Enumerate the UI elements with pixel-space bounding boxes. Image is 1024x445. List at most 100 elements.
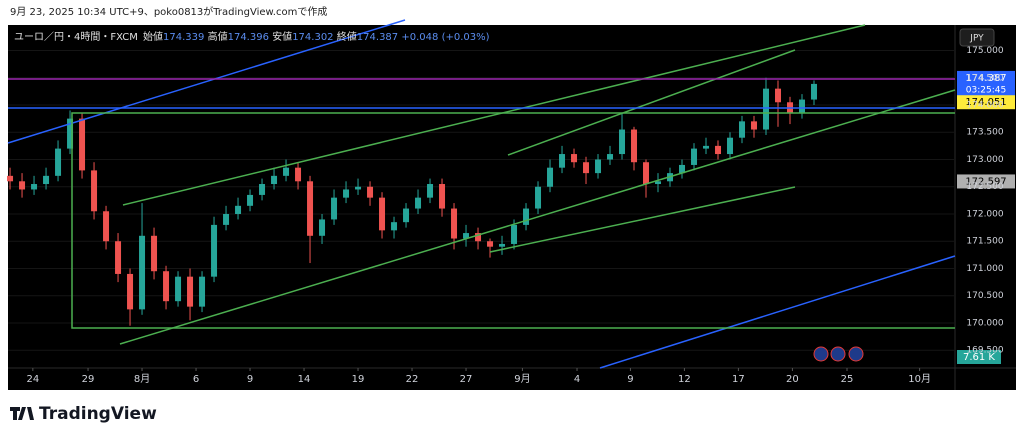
candle-body — [811, 83, 818, 100]
x-tick-label: 9 — [627, 374, 633, 385]
ohlc-label: 終値 — [337, 30, 357, 43]
ohlc-value: 174.339 — [163, 32, 204, 43]
candle-body — [547, 167, 554, 187]
price-labels: 174.387 03:25:45 174.051 172.597 7.61 K — [957, 70, 1015, 364]
candle-body — [595, 159, 602, 174]
candle-body — [103, 211, 110, 242]
candle-body — [703, 145, 710, 149]
caption: 9月 23, 2025 10:34 UTC+9、poko0813がTrading… — [10, 5, 327, 18]
symbol: ユーロ／円・4時間・FXCM — [14, 31, 138, 43]
candle-body — [415, 197, 422, 209]
candle-body — [79, 118, 86, 171]
trend-line — [599, 255, 956, 369]
candle-body — [319, 219, 326, 236]
candle-body — [487, 241, 494, 247]
candle-body — [511, 224, 518, 244]
trend-line — [489, 186, 796, 253]
candle-body — [655, 181, 662, 185]
candle-body — [115, 241, 122, 274]
trend-line — [119, 89, 956, 345]
logo — [10, 407, 34, 420]
x-tick-label: 25 — [841, 374, 854, 385]
volume-label: 7.61 K — [963, 352, 995, 363]
candle-body — [439, 184, 446, 209]
candle-body — [631, 129, 638, 163]
y-tick-label: 172.500 — [966, 182, 1003, 192]
candle-body — [187, 276, 194, 307]
candle-body — [559, 154, 566, 168]
chart-bg — [8, 25, 1016, 390]
candle-body — [619, 129, 626, 155]
brand-name: TradingView — [39, 404, 157, 424]
y-tick-label: 171.500 — [966, 237, 1003, 247]
candle-body — [571, 154, 578, 163]
candle-body — [91, 170, 98, 212]
candle-body — [163, 271, 170, 302]
candle-body — [715, 145, 722, 155]
candle-body — [535, 186, 542, 209]
x-tick-label: 6 — [193, 374, 199, 385]
candle-body — [475, 233, 482, 242]
y-tick-label: 170.000 — [966, 318, 1003, 328]
x-tick-label: 19 — [352, 374, 365, 385]
candle-body — [271, 175, 278, 185]
y-tick-label: 171.000 — [966, 264, 1003, 274]
x-tick-label: 9月 — [514, 373, 530, 385]
x-tick-label: 20 — [786, 374, 799, 385]
trend-line — [122, 24, 866, 206]
candle-body — [727, 137, 734, 155]
candle-body — [295, 167, 302, 182]
candle-body — [139, 235, 146, 310]
volume-box — [957, 350, 1001, 364]
candle-body — [679, 164, 686, 174]
candle-body — [799, 99, 806, 114]
plot — [7, 50, 955, 371]
candle-body — [127, 273, 134, 310]
event-icon[interactable] — [830, 346, 846, 362]
currency-button[interactable] — [959, 28, 995, 47]
candle-body — [427, 184, 434, 198]
y-tick-label: 173.000 — [966, 155, 1003, 165]
ohlc-label: 安値 — [272, 30, 292, 43]
candle-body — [367, 186, 374, 198]
candle-body — [223, 213, 230, 225]
brand: TradingView — [10, 404, 157, 424]
currency-label: JPY — [969, 34, 984, 44]
candle-body — [43, 175, 50, 185]
y-tick-label: 172.000 — [966, 209, 1003, 219]
y-tick-label: 169.500 — [966, 346, 1003, 356]
countdown: 03:25:45 — [966, 85, 1006, 95]
x-tick-label: 8月 — [134, 373, 150, 385]
x-tick-label: 12 — [678, 374, 691, 385]
candle-body — [691, 148, 698, 165]
event-icons — [813, 346, 864, 362]
last-price: 174.387 — [965, 73, 1006, 84]
candle-body — [247, 194, 254, 206]
x-tick-label: 27 — [460, 374, 473, 385]
candle-body — [67, 118, 74, 149]
candle-body — [391, 222, 398, 231]
trend-line — [7, 19, 406, 144]
candle-body — [775, 88, 782, 103]
range-box — [71, 112, 955, 329]
ohlc-label: 始値 — [143, 30, 163, 43]
x-tick-label: 29 — [82, 374, 95, 385]
event-icon[interactable] — [848, 346, 864, 362]
candle-body — [175, 276, 182, 302]
candle-body — [331, 197, 338, 220]
candle-body — [55, 148, 62, 176]
x-tick-label: 4 — [574, 374, 580, 385]
ma-box — [957, 174, 1015, 189]
y-tick-label: 174.000 — [966, 101, 1003, 111]
y-tick-label: 175.000 — [966, 46, 1003, 56]
ohlc-change: +0.048 (+0.03%) — [401, 32, 489, 43]
x-tick-label: 14 — [298, 374, 311, 385]
candle-body — [19, 181, 26, 190]
candle-body — [583, 162, 590, 174]
ma-price: 172.597 — [965, 176, 1006, 187]
event-icon[interactable] — [813, 346, 829, 362]
ohlc-value: 174.387 — [357, 32, 398, 43]
candle-body — [343, 189, 350, 198]
y-tick-label: 173.500 — [966, 128, 1003, 138]
